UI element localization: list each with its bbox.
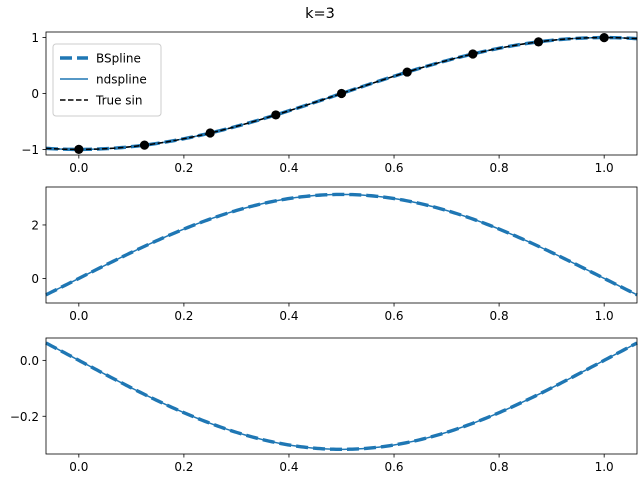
y-tick-label: 2 bbox=[31, 218, 39, 232]
legend-label: BSpline bbox=[96, 52, 141, 66]
figure-title: k=3 bbox=[305, 6, 335, 22]
y-tick-label: −1 bbox=[21, 143, 39, 157]
series-line-ndspline bbox=[45, 342, 638, 451]
knot-point bbox=[205, 128, 215, 138]
x-tick-label: 0.0 bbox=[69, 161, 88, 175]
x-tick-label: 0.6 bbox=[384, 161, 403, 175]
x-tick-label: 0.0 bbox=[69, 309, 88, 323]
x-tick-label: 0.2 bbox=[174, 161, 193, 175]
knot-point bbox=[468, 49, 478, 59]
x-tick-label: 1.0 bbox=[595, 161, 614, 175]
x-tick-label: 0.8 bbox=[490, 161, 509, 175]
subplot-1: 0.0 0.2 0.4 0.6 0.8 1.0 −1 0 1 BSpline ndspline Tru… bbox=[21, 31, 638, 175]
x-tick-label: 1.0 bbox=[595, 460, 614, 474]
x-tick-label: 1.0 bbox=[595, 309, 614, 323]
knot-point bbox=[74, 144, 84, 155]
x-tick-label: 0.4 bbox=[279, 460, 298, 474]
y-tick-label: 0 bbox=[31, 87, 39, 101]
knot-point bbox=[139, 140, 150, 150]
legend-box bbox=[52, 43, 162, 117]
x-tick-label: 0.4 bbox=[279, 161, 298, 175]
series-line-bspline bbox=[45, 341, 638, 452]
knot-point bbox=[271, 110, 281, 120]
legend-label: True sin bbox=[95, 94, 143, 108]
axes-frame bbox=[45, 337, 638, 455]
y-tick-label: 1 bbox=[31, 31, 39, 45]
legend: BSpline ndspline True sin bbox=[52, 43, 162, 117]
legend-label: ndspline bbox=[96, 73, 147, 87]
knot-point bbox=[336, 88, 347, 99]
x-tick-label: 0.6 bbox=[384, 309, 403, 323]
x-tick-label: 0.4 bbox=[279, 309, 298, 323]
subplots: 0.0 0.2 0.4 0.6 0.8 1.0 −1 0 1 BSpline ndspline Tru… bbox=[10, 31, 638, 474]
y-tick-label: −0.2 bbox=[10, 410, 39, 424]
x-tick-label: 0.8 bbox=[490, 309, 509, 323]
x-tick-label: 0.2 bbox=[174, 460, 193, 474]
y-tick-label: 0 bbox=[31, 272, 39, 286]
knot-point bbox=[402, 67, 412, 77]
knot-point bbox=[533, 37, 544, 47]
y-tick-label: 0.0 bbox=[20, 354, 39, 368]
subplot-2: 0.0 0.2 0.4 0.6 0.8 1.0 0 2 bbox=[31, 186, 638, 323]
x-tick-label: 0.0 bbox=[69, 460, 88, 474]
series-line-bspline bbox=[45, 192, 638, 297]
x-tick-label: 0.6 bbox=[384, 460, 403, 474]
knot-point bbox=[599, 32, 609, 43]
axes-frame bbox=[45, 186, 638, 304]
x-tick-label: 0.2 bbox=[174, 309, 193, 323]
subplot-3: 0.0 0.2 0.4 0.6 0.8 1.0 −0.2 0.0 bbox=[10, 337, 638, 474]
x-tick-label: 0.8 bbox=[490, 460, 509, 474]
series-line-ndspline bbox=[45, 193, 638, 296]
